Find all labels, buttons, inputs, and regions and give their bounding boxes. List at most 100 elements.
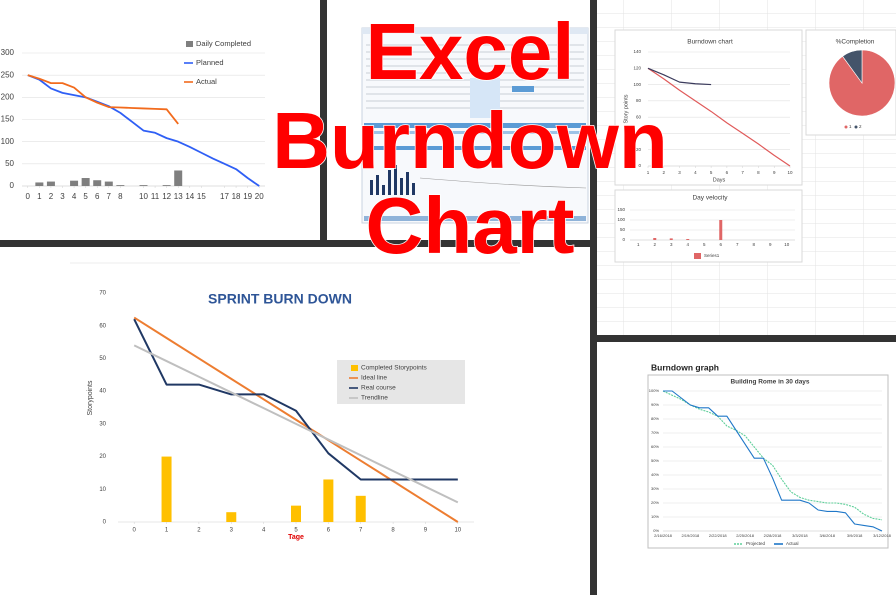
legend-swatch	[694, 253, 701, 259]
y-tick-label: 0	[638, 163, 641, 168]
y-tick-label: 50	[99, 356, 106, 362]
y-tick-label: 10%	[651, 514, 659, 519]
y-tick-label: 0%	[653, 528, 659, 533]
x-tick-label: 8	[118, 192, 123, 201]
y-tick-label: 60	[99, 323, 106, 329]
x-tick-label: 18	[232, 192, 241, 201]
x-tick-label: 10	[787, 170, 793, 175]
y-tick-label: 40%	[651, 472, 659, 477]
bar	[162, 185, 171, 186]
x-tick-label: 9	[773, 170, 776, 175]
x-tick-label: 10	[784, 242, 790, 247]
legend-label: Completed Storypoints	[361, 365, 428, 372]
bar	[323, 479, 334, 522]
legend-swatch	[351, 365, 358, 371]
y-tick-label: 150	[617, 207, 625, 212]
x-tick-label: 2/25/2018	[736, 533, 755, 538]
x-tick-label: 7	[107, 192, 112, 201]
chart-title: Day velocity	[692, 195, 728, 202]
y-tick-label: 50%	[651, 458, 659, 463]
x-tick-label: 3/12/2018	[873, 533, 892, 538]
x-tick-label: 4	[694, 170, 697, 175]
overlay-title: Excel Burndown Chart	[272, 6, 669, 271]
legend-label: Real course	[361, 385, 396, 392]
x-tick-label: 1	[647, 170, 650, 175]
x-tick-label: 2	[49, 192, 54, 201]
x-tick-label: 3	[670, 242, 673, 247]
y-tick-label: 20%	[651, 500, 659, 505]
y-tick-label: 100	[1, 137, 15, 146]
bar	[70, 180, 79, 186]
x-tick-label: 8	[757, 170, 760, 175]
chart-title: %Completion	[836, 39, 875, 46]
chart-box	[614, 29, 803, 186]
bar	[355, 495, 366, 522]
bar	[686, 239, 690, 240]
y-tick-label: 140	[633, 49, 641, 54]
x-tick-label: 4	[72, 192, 77, 201]
y-tick-label: 70%	[651, 430, 659, 435]
x-tick-label: 5	[710, 170, 713, 175]
y-tick-label: 90%	[651, 402, 659, 407]
chart-title: SPRINT BURN DOWN	[208, 291, 352, 307]
y-tick-label: 60	[636, 114, 642, 119]
line-series	[662, 390, 883, 521]
legend-label: 1	[849, 124, 852, 129]
x-tick-label: 15	[197, 192, 206, 201]
x-tick-label: 2	[653, 242, 656, 247]
y-axis-label: Story points	[623, 94, 629, 123]
y-tick-label: 100	[633, 82, 641, 87]
legend-label: Trendline	[361, 395, 388, 402]
bar	[46, 181, 55, 186]
y-tick-label: 60%	[651, 444, 659, 449]
line-series	[133, 316, 459, 523]
legend-label: Daily Completed	[196, 39, 251, 48]
x-tick-label: 2/22/2018	[709, 533, 728, 538]
x-tick-label: 10	[454, 528, 461, 534]
x-tick-label: 3	[60, 192, 65, 201]
y-tick-label: 150	[1, 115, 15, 124]
chart-title: Burndown chart	[687, 39, 733, 46]
x-tick-label: 3/6/2018	[819, 533, 835, 538]
x-tick-label: 13	[174, 192, 183, 201]
x-tick-label: 20	[255, 192, 264, 201]
x-tick-label: 9	[769, 242, 772, 247]
y-tick-label: 10	[99, 487, 106, 493]
x-tick-label: 1	[37, 192, 42, 201]
x-tick-label: 2/19/2018	[681, 533, 700, 538]
x-tick-label: 0	[26, 192, 31, 201]
line-series	[27, 74, 179, 125]
chart-box	[614, 189, 803, 263]
bar	[226, 512, 237, 522]
legend-label: Series1	[704, 253, 720, 258]
bar	[139, 185, 148, 186]
bar	[116, 185, 125, 186]
bar	[104, 181, 113, 186]
x-tick-label: 2	[197, 528, 201, 534]
legend-label: 2	[859, 124, 862, 129]
legend-swatch	[186, 41, 193, 47]
y-tick-label: 80%	[651, 416, 659, 421]
y-tick-label: 250	[1, 70, 15, 79]
x-tick-label: 17	[220, 192, 229, 201]
line-series	[133, 318, 458, 481]
bar	[161, 456, 172, 522]
x-tick-label: 12	[162, 192, 171, 201]
x-axis-label: Days	[713, 177, 726, 183]
line-series	[647, 67, 791, 167]
x-tick-label: 7	[741, 170, 744, 175]
bar	[669, 238, 673, 240]
y-tick-label: 100	[617, 217, 625, 222]
x-tick-label: 6	[327, 528, 331, 534]
pie-slice	[842, 49, 863, 84]
x-tick-label: 6	[95, 192, 100, 201]
x-tick-label: 2	[663, 170, 666, 175]
y-tick-label: 20	[636, 147, 642, 152]
y-tick-label: 70	[99, 291, 106, 297]
bar	[81, 178, 90, 186]
y-tick-label: 80	[636, 98, 642, 103]
legend-label: Planned	[196, 58, 224, 67]
line-series	[27, 74, 260, 187]
